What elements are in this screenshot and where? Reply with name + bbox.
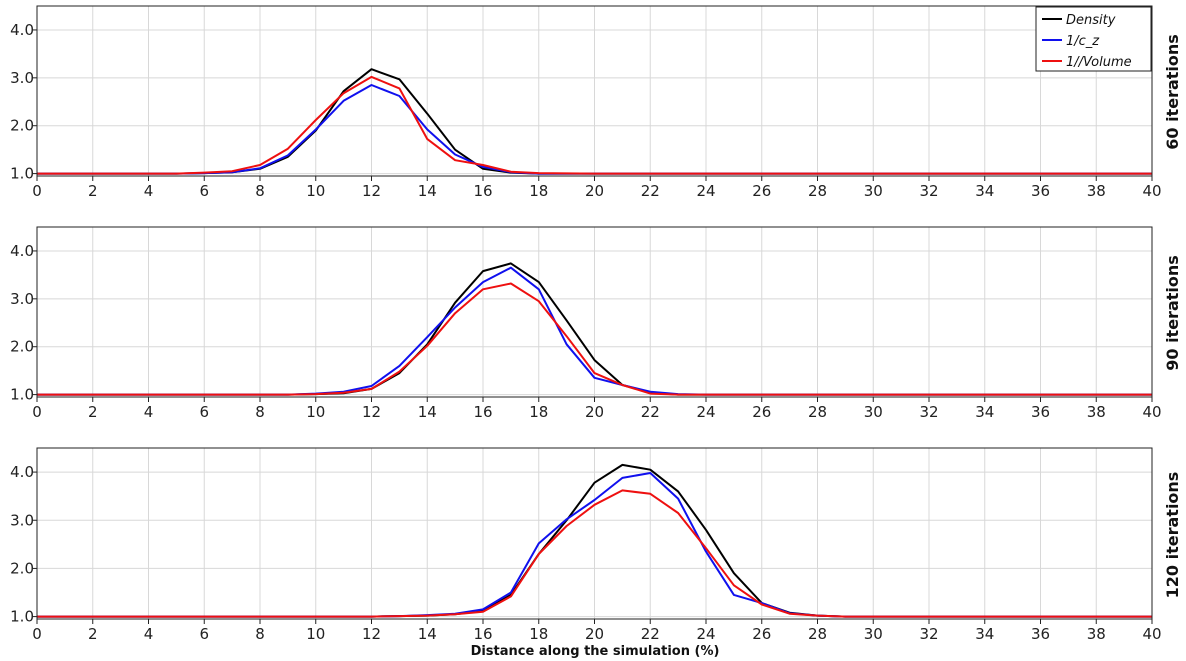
x-tick-label: 40 — [1142, 182, 1161, 200]
y-tick-label: 3.0 — [10, 511, 34, 529]
x-tick-label: 4 — [144, 403, 154, 421]
x-tick-label: 22 — [641, 182, 660, 200]
x-tick-label: 12 — [362, 403, 381, 421]
x-tick-label: 0 — [32, 182, 42, 200]
x-tick-label: 4 — [144, 625, 154, 643]
x-axis-label: Distance along the simulation (%) — [471, 644, 720, 659]
x-tick-label: 28 — [808, 625, 827, 643]
x-tick-label: 24 — [696, 403, 715, 421]
x-tick-label: 12 — [362, 182, 381, 200]
x-tick-label: 24 — [696, 625, 715, 643]
x-tick-label: 14 — [418, 182, 437, 200]
series-line-1-volume — [37, 489, 1152, 618]
x-tick-label: 16 — [473, 403, 492, 421]
x-tick-label: 18 — [529, 625, 548, 643]
y-tick-label: 2.0 — [10, 117, 34, 135]
panel-90-iterations: 0 2 4 6 8 10 12 14 16 18 20 22 24 26 28 30 32 34 36 38 401.0… — [10, 226, 1182, 421]
x-tick-label: 38 — [1087, 182, 1106, 200]
y-tick-label: 1.0 — [10, 608, 34, 626]
y-tick-label: 1.0 — [10, 386, 34, 404]
legend: Density 1/c_z 1//Volume — [1035, 6, 1152, 72]
x-tick-label: 38 — [1087, 625, 1106, 643]
y-tick-label: 2.0 — [10, 338, 34, 356]
x-tick-label: 36 — [1031, 182, 1050, 200]
x-tick-label: 8 — [255, 625, 265, 643]
x-tick-label: 20 — [585, 625, 604, 643]
x-tick-label: 0 — [32, 403, 42, 421]
x-tick-label: 38 — [1087, 403, 1106, 421]
x-tick-label: 40 — [1142, 403, 1161, 421]
x-tick-label: 2 — [88, 182, 98, 200]
x-tick-label: 18 — [529, 403, 548, 421]
x-tick-label: 32 — [919, 403, 938, 421]
series-line-1-volume — [37, 75, 1152, 175]
x-tick-label: 14 — [418, 403, 437, 421]
x-tick-label: 22 — [641, 625, 660, 643]
x-tick-label: 4 — [144, 182, 154, 200]
legend-label-1-c-z: 1/c_z — [1066, 34, 1100, 49]
plot-layer: 0 2 4 6 8 10 12 14 16 18 20 22 24 26 28 30 32 34 36 38 401.0… — [10, 226, 1162, 421]
x-tick-label: 10 — [306, 625, 325, 643]
x-tick-label: 22 — [641, 403, 660, 421]
legend-label-density: Density — [1066, 13, 1116, 28]
x-tick-label: 34 — [975, 403, 994, 421]
x-tick-label: 30 — [864, 403, 883, 421]
x-tick-label: 34 — [975, 625, 994, 643]
x-tick-label: 8 — [255, 182, 265, 200]
x-tick-label: 34 — [975, 182, 994, 200]
x-tick-label: 10 — [306, 403, 325, 421]
x-tick-label: 2 — [88, 625, 98, 643]
x-tick-label: 16 — [473, 182, 492, 200]
x-tick-label: 6 — [199, 403, 209, 421]
x-tick-label: 10 — [306, 182, 325, 200]
x-tick-label: 30 — [864, 182, 883, 200]
x-tick-label: 6 — [199, 625, 209, 643]
plot-layer: 0 2 4 6 8 10 12 14 16 18 20 22 24 26 28 30 32 34 36 38 401.0… — [10, 447, 1162, 643]
panel-side-label: 60 iterations — [1163, 34, 1182, 150]
y-tick-label: 3.0 — [10, 290, 34, 308]
x-tick-label: 32 — [919, 182, 938, 200]
x-tick-label: 30 — [864, 625, 883, 643]
y-tick-label: 3.0 — [10, 69, 34, 87]
x-tick-label: 24 — [696, 182, 715, 200]
x-tick-label: 40 — [1142, 625, 1161, 643]
x-tick-label: 14 — [418, 625, 437, 643]
x-tick-label: 6 — [199, 182, 209, 200]
series-line-1-volume — [37, 282, 1152, 396]
panel-120-iterations: 0 2 4 6 8 10 12 14 16 18 20 22 24 26 28 30 32 34 36 38 401.0… — [10, 447, 1182, 643]
legend-label-1-volume: 1//Volume — [1066, 55, 1132, 70]
panel-side-label: 90 iterations — [1163, 255, 1182, 371]
x-tick-label: 32 — [919, 625, 938, 643]
panel-60-iterations: 0 2 4 6 8 10 12 14 16 18 20 22 24 26 28 30 32 34 36 38 401.0… — [10, 5, 1182, 200]
y-tick-label: 4.0 — [10, 242, 34, 260]
x-tick-label: 2 — [88, 403, 98, 421]
x-tick-label: 28 — [808, 403, 827, 421]
x-tick-label: 8 — [255, 403, 265, 421]
x-tick-label: 20 — [585, 182, 604, 200]
x-tick-label: 26 — [752, 625, 771, 643]
x-tick-label: 20 — [585, 403, 604, 421]
x-tick-label: 0 — [32, 625, 42, 643]
x-tick-label: 16 — [473, 625, 492, 643]
x-tick-label: 36 — [1031, 403, 1050, 421]
x-tick-label: 26 — [752, 403, 771, 421]
y-tick-label: 4.0 — [10, 21, 34, 39]
x-tick-label: 26 — [752, 182, 771, 200]
y-tick-label: 4.0 — [10, 463, 34, 481]
panel-side-label: 120 iterations — [1163, 472, 1182, 599]
x-tick-label: 36 — [1031, 625, 1050, 643]
x-tick-label: 12 — [362, 625, 381, 643]
x-tick-label: 18 — [529, 182, 548, 200]
plot-layer: 0 2 4 6 8 10 12 14 16 18 20 22 24 26 28 30 32 34 36 38 401.0… — [10, 5, 1162, 200]
y-tick-label: 1.0 — [10, 165, 34, 183]
y-tick-label: 2.0 — [10, 559, 34, 577]
x-tick-label: 28 — [808, 182, 827, 200]
